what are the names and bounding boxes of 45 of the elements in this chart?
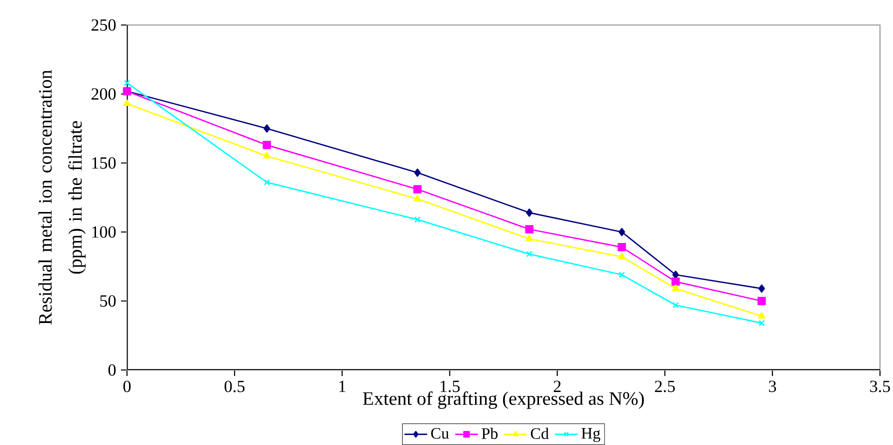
y-axis-title: Residual metal ion concentration (ppm) in the filtrate xyxy=(38,70,86,325)
point xyxy=(262,140,271,150)
legend-label: Hg xyxy=(581,428,600,442)
y-tick-label: 250 xyxy=(92,19,116,31)
x-tick-label: 1.5 xyxy=(440,380,460,392)
x-tick-label: 3.5 xyxy=(870,380,890,392)
point xyxy=(618,252,626,260)
point xyxy=(525,225,534,234)
point xyxy=(618,228,626,236)
point xyxy=(672,284,680,291)
legend-label: Cd xyxy=(530,428,549,439)
point xyxy=(264,179,270,186)
point xyxy=(414,194,422,202)
x-tick-label: 2.5 xyxy=(654,380,675,392)
x-tick-label: 1 xyxy=(339,380,346,392)
point xyxy=(618,243,626,252)
y-tick-label: 0 xyxy=(108,364,116,376)
point xyxy=(758,320,765,326)
y-tick-label: 150 xyxy=(92,157,116,169)
legend-label: Cu xyxy=(431,428,449,439)
x-tick-label: 2 xyxy=(554,380,561,392)
point xyxy=(414,168,421,177)
point xyxy=(758,296,766,306)
point xyxy=(526,208,533,217)
legend-label: Pb xyxy=(482,428,498,439)
y-tick-label: 200 xyxy=(92,88,116,100)
x-tick-label: 3 xyxy=(768,380,776,392)
point xyxy=(758,284,765,293)
point xyxy=(671,278,680,286)
point xyxy=(264,124,270,133)
x-tick-label: 0 xyxy=(123,380,131,392)
point xyxy=(124,80,130,86)
point xyxy=(526,250,532,258)
point xyxy=(123,100,131,106)
point xyxy=(414,216,421,223)
x-axis-title: Extent of grafting (expressed as N%) xyxy=(362,391,644,409)
x-tick-label: 0.5 xyxy=(224,380,245,392)
point xyxy=(758,312,766,319)
point xyxy=(263,152,271,158)
point xyxy=(618,272,625,278)
point xyxy=(413,185,422,194)
y-tick-label: 50 xyxy=(100,295,116,307)
point xyxy=(526,234,533,242)
point xyxy=(672,302,679,308)
y-tick-label: 100 xyxy=(92,226,116,238)
